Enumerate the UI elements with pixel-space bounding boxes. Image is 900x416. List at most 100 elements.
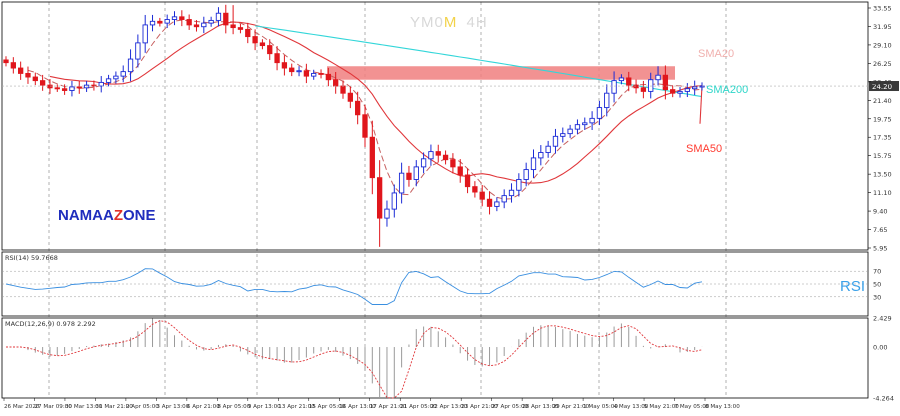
candle-body	[201, 22, 207, 28]
time-tick-label: 3 Apr 13:00	[156, 404, 189, 410]
rsi-tick-label: 50	[873, 281, 881, 289]
candle-body	[230, 24, 236, 29]
time-tick-label: 5 May 21:00	[644, 404, 679, 410]
candle-body	[237, 27, 244, 30]
candle-body	[171, 16, 178, 20]
candle-body	[303, 70, 310, 77]
time-tick-label: 2 Apr 05:00	[126, 404, 159, 410]
candle-body	[25, 72, 31, 78]
candle-body	[127, 58, 134, 73]
price-tick-label: 23.40	[873, 78, 892, 86]
candle-body	[76, 86, 82, 89]
candle-body	[91, 84, 97, 87]
sma50-label: SMA50	[686, 143, 723, 155]
candle-body	[552, 135, 559, 147]
candle-body	[274, 53, 280, 64]
watermark-part3: ONE	[123, 207, 156, 224]
candle-body	[186, 19, 192, 26]
candle-body	[677, 90, 683, 94]
symbol-text-accent: M	[443, 14, 458, 31]
candle-body	[3, 59, 9, 64]
macd-signal-line	[6, 320, 703, 399]
candle-body	[215, 12, 222, 21]
time-tick-label: 1 May 05:00	[583, 404, 618, 410]
candle-body	[223, 12, 229, 26]
candle-body	[486, 198, 493, 207]
candle-body	[662, 74, 669, 91]
time-tick-label: 13 Apr 21:00	[278, 404, 315, 410]
candle-body	[464, 174, 471, 188]
candle-body	[281, 62, 288, 69]
candle-body	[640, 87, 647, 92]
candle-body	[347, 92, 353, 102]
candle-body	[18, 67, 24, 74]
time-tick-label: 4 May 13:00	[614, 404, 649, 410]
candle-body	[684, 88, 690, 92]
timeframe-text: 4H	[466, 14, 488, 31]
candle-body	[428, 151, 434, 160]
candle-body	[69, 86, 75, 91]
price-tick-label: 29.10	[873, 41, 892, 49]
candle-body	[325, 73, 332, 81]
rsi-line	[5, 268, 703, 305]
time-tick-label: 7 May 05:00	[675, 404, 710, 410]
sma20-label: SMA20	[698, 48, 735, 60]
time-tick-label: 26 Mar 2020	[4, 404, 40, 410]
watermark-part1: NAMAA	[58, 207, 114, 224]
candle-body	[61, 88, 68, 91]
candle-body	[516, 179, 522, 191]
macd-tick-label: 0.00	[873, 344, 887, 352]
macd-panel-frame	[1, 317, 869, 399]
candle-body	[545, 145, 551, 153]
rsi-header: RSI(14) 59.7668	[5, 254, 58, 262]
candle-body	[267, 45, 273, 55]
candle-body	[208, 19, 214, 24]
candle-body	[398, 172, 405, 194]
candle-body	[113, 75, 119, 80]
price-tick-label: 7.65	[873, 226, 887, 234]
price-tick-label: 33.55	[873, 5, 892, 13]
candle-body	[252, 36, 258, 44]
candle-body	[149, 20, 156, 26]
price-tick-label: 31.95	[873, 23, 892, 31]
candle-body	[479, 191, 485, 200]
candle-body	[157, 20, 163, 24]
candle-body	[582, 122, 588, 126]
current-price-tag: 24.20	[872, 83, 892, 91]
time-tick-label: 31 Mar 21:00	[95, 404, 133, 410]
time-tick-label: 8 Apr 05:00	[217, 404, 250, 410]
rsi-tick-label: 70	[873, 268, 881, 276]
price-tick-label: 17.35	[873, 134, 892, 142]
price-tick-label: 13.50	[873, 171, 892, 179]
candle-body	[105, 78, 112, 83]
rsi-tick-label: 30	[873, 293, 881, 301]
sma200-label: SMA200	[706, 84, 749, 96]
candle-body	[193, 24, 200, 28]
price-tick-label: 15.75	[873, 152, 892, 160]
candle-body	[472, 186, 478, 193]
candle-body	[179, 16, 185, 20]
candle-body	[289, 67, 295, 73]
candle-body	[501, 195, 507, 203]
time-tick-label: 6 Apr 21:00	[187, 404, 220, 410]
time-tick-label: 8 May 13:00	[705, 404, 740, 410]
candle-body	[318, 72, 324, 75]
price-tick-label: 21.40	[873, 97, 892, 105]
candle-body	[633, 84, 639, 89]
candle-body	[39, 80, 46, 86]
candle-body	[340, 85, 346, 94]
candle-body	[413, 166, 419, 180]
candle-body	[670, 89, 676, 94]
candle-body	[560, 133, 566, 137]
candlestick-layer	[3, 4, 705, 247]
candle-body	[120, 71, 126, 77]
candle-body	[245, 28, 251, 38]
price-tick-label: 9.40	[873, 208, 887, 216]
price-tick-label: 11.10	[873, 189, 892, 197]
candle-body	[692, 86, 698, 90]
resistance-zone-layer	[327, 66, 675, 80]
candle-body	[355, 100, 361, 116]
candle-body	[442, 154, 449, 161]
